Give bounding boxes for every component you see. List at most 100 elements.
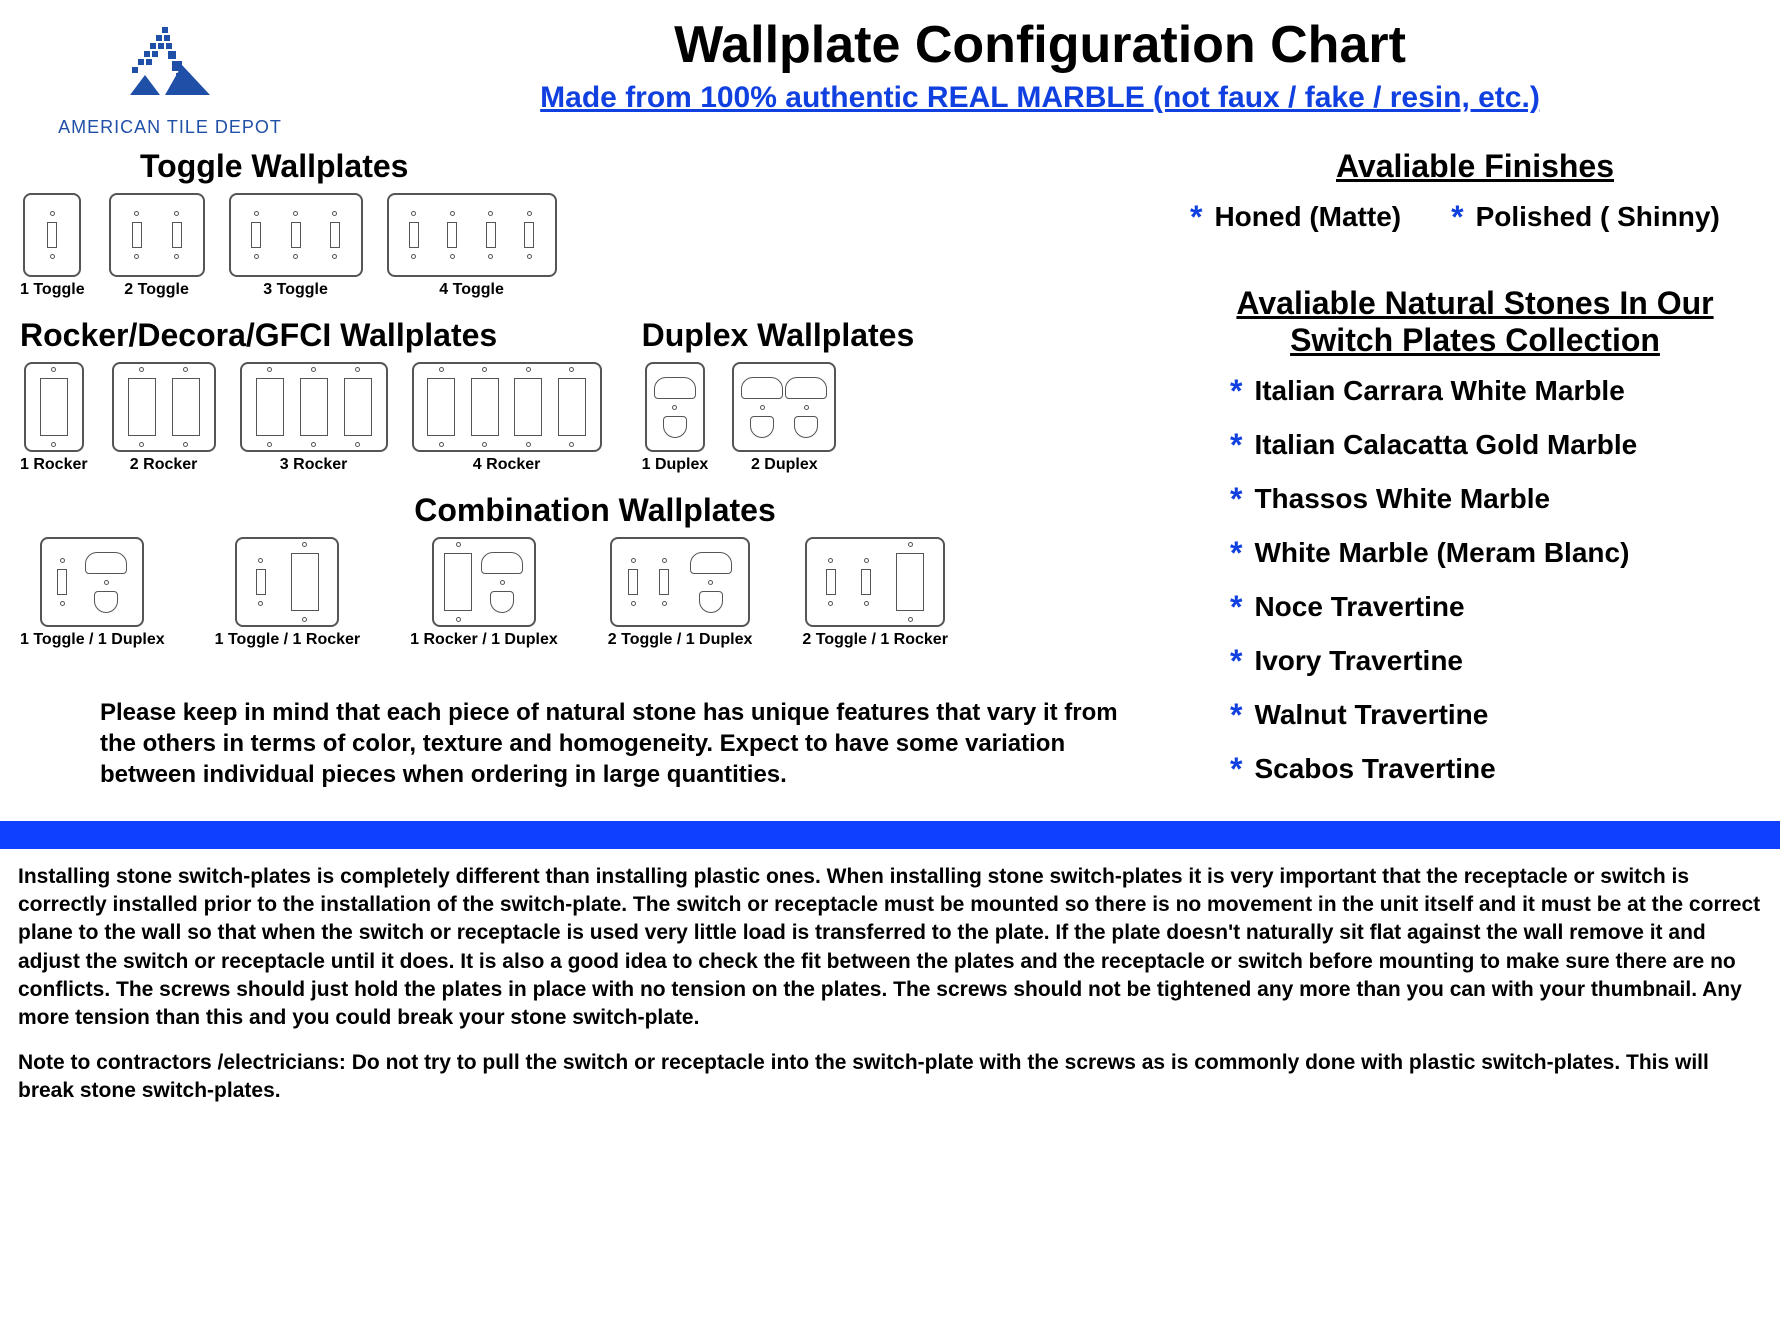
stones-list: * Italian Carrara White Marble * Italian C… [1190, 375, 1760, 785]
plate-label: 4 Rocker [473, 456, 541, 474]
stone-label: Thassos White Marble [1254, 483, 1550, 515]
plate-item: 1 Toggle / 1 Duplex [20, 537, 165, 649]
plate-diagram [235, 537, 339, 627]
title-area: Wallplate Configuration Chart Made from … [320, 15, 1760, 138]
plate-diagram [805, 537, 945, 627]
plate-label: 1 Toggle / 1 Duplex [20, 631, 165, 649]
stone-item: *White Marble (Meram Blanc) [1230, 537, 1760, 569]
stone-label: Ivory Travertine [1254, 645, 1463, 677]
star-icon: * [1230, 483, 1242, 515]
left-column: Toggle Wallplates 1 Toggle 2 Toggle [20, 148, 1170, 811]
stone-label: Italian Calacatta Gold Marble [1254, 429, 1637, 461]
stone-label: Scabos Travertine [1254, 753, 1495, 785]
plate-item: 2 Toggle [109, 193, 205, 299]
duplex-title: Duplex Wallplates [642, 317, 915, 354]
plate-label: 1 Rocker [20, 456, 88, 474]
combo-section: Combination Wallplates 1 Toggle / 1 Dupl… [20, 492, 1170, 649]
stone-item: * Thassos White Marble [1230, 483, 1760, 515]
plate-label: 1 Toggle / 1 Rocker [215, 631, 361, 649]
plate-item: 2 Toggle / 1 Rocker [802, 537, 948, 649]
plate-label: 2 Rocker [130, 456, 198, 474]
plate-item: 4 Toggle [387, 193, 557, 299]
plate-diagram [23, 193, 81, 277]
plate-item: 2 Duplex [732, 362, 836, 474]
page-root: AMERICAN TILE DEPOT Wallplate Configurat… [0, 0, 1780, 1135]
combo-title: Combination Wallplates [20, 492, 1170, 529]
rocker-title: Rocker/Decora/GFCI Wallplates [20, 317, 602, 354]
stone-item: * Scabos Travertine [1230, 753, 1760, 785]
plate-item: 1 Rocker / 1 Duplex [410, 537, 558, 649]
logo: AMERICAN TILE DEPOT [20, 15, 320, 138]
star-icon: * [1230, 753, 1242, 785]
toggle-row: 1 Toggle 2 Toggle [20, 193, 1170, 299]
stone-label: Italian Carrara White Marble [1254, 375, 1624, 407]
content: Toggle Wallplates 1 Toggle 2 Toggle [0, 138, 1780, 811]
plate-label: 2 Toggle / 1 Duplex [608, 631, 753, 649]
plate-diagram [112, 362, 216, 452]
stone-item: * Noce Travertine [1230, 591, 1760, 623]
stone-item: * Italian Carrara White Marble [1230, 375, 1760, 407]
install-paragraph-2: Note to contractors /electricians: Do no… [18, 1049, 1762, 1106]
logo-icon [110, 25, 230, 115]
star-icon: * [1230, 591, 1242, 623]
star-icon: * [1230, 375, 1242, 407]
finishes-title: Avaliable Finishes [1190, 148, 1760, 185]
plate-item: 1 Toggle [20, 193, 85, 299]
page-subtitle[interactable]: Made from 100% authentic REAL MARBLE (no… [320, 81, 1760, 115]
plate-item: 3 Toggle [229, 193, 363, 299]
finish-label: Polished ( Shinny) [1476, 201, 1720, 233]
plate-item: 2 Rocker [112, 362, 216, 474]
rocker-duplex-row: Rocker/Decora/GFCI Wallplates 1 Rocker [20, 317, 1170, 492]
plate-item: 1 Duplex [642, 362, 709, 474]
finish-item: * Polished ( Shinny) [1451, 201, 1720, 233]
star-icon: * [1230, 429, 1242, 461]
plate-item: 1 Toggle / 1 Rocker [215, 537, 361, 649]
install-paragraph-1: Installing stone switch-plates is comple… [18, 863, 1762, 1033]
stone-label: Noce Travertine [1254, 591, 1464, 623]
plate-diagram [229, 193, 363, 277]
divider-bar [0, 821, 1780, 849]
plate-diagram [387, 193, 557, 277]
stone-label: Walnut Travertine [1254, 699, 1488, 731]
star-icon: * [1451, 201, 1463, 233]
star-icon: * [1230, 537, 1242, 569]
star-icon: * [1190, 201, 1202, 233]
plate-diagram [240, 362, 388, 452]
right-column: Avaliable Finishes * Honed (Matte) * Polis… [1170, 148, 1760, 811]
plate-label: 1 Duplex [642, 456, 709, 474]
logo-text: AMERICAN TILE DEPOT [58, 117, 282, 138]
duplex-row: 1 Duplex 2 Duplex [642, 362, 915, 474]
rocker-row: 1 Rocker 2 Rocker [20, 362, 602, 474]
plate-item: 1 Rocker [20, 362, 88, 474]
plate-label: 2 Duplex [751, 456, 818, 474]
plate-diagram [610, 537, 750, 627]
install-text: Installing stone switch-plates is comple… [0, 849, 1780, 1136]
stone-item: * Italian Calacatta Gold Marble [1230, 429, 1760, 461]
plate-label: 3 Toggle [263, 281, 328, 299]
plate-item: 2 Toggle / 1 Duplex [608, 537, 753, 649]
toggle-title: Toggle Wallplates [20, 148, 1170, 185]
star-icon: * [1230, 645, 1242, 677]
finish-item: * Honed (Matte) [1190, 201, 1401, 233]
rocker-section: Rocker/Decora/GFCI Wallplates 1 Rocker [20, 317, 602, 474]
star-icon: * [1230, 699, 1242, 731]
plate-label: 4 Toggle [439, 281, 504, 299]
plate-diagram [732, 362, 836, 452]
plate-label: 2 Toggle [124, 281, 189, 299]
toggle-section: Toggle Wallplates 1 Toggle 2 Toggle [20, 148, 1170, 299]
plate-item: 3 Rocker [240, 362, 388, 474]
stone-item: * Walnut Travertine [1230, 699, 1760, 731]
stones-title: Avaliable Natural Stones In Our Switch P… [1190, 285, 1760, 359]
plate-label: 1 Rocker / 1 Duplex [410, 631, 558, 649]
disclaimer-text: Please keep in mind that each piece of n… [20, 667, 1170, 811]
finishes-row: * Honed (Matte) * Polished ( Shinny) [1190, 201, 1760, 255]
duplex-section: Duplex Wallplates 1 Duplex [642, 317, 915, 474]
combo-row: 1 Toggle / 1 Duplex 1 Toggle / 1 Rocker [20, 537, 1170, 649]
plate-diagram [412, 362, 602, 452]
header: AMERICAN TILE DEPOT Wallplate Configurat… [0, 0, 1780, 138]
plate-diagram [109, 193, 205, 277]
plate-diagram [40, 537, 144, 627]
plate-label: 2 Toggle / 1 Rocker [802, 631, 948, 649]
plate-item: 4 Rocker [412, 362, 602, 474]
finish-label: Honed (Matte) [1214, 201, 1401, 233]
